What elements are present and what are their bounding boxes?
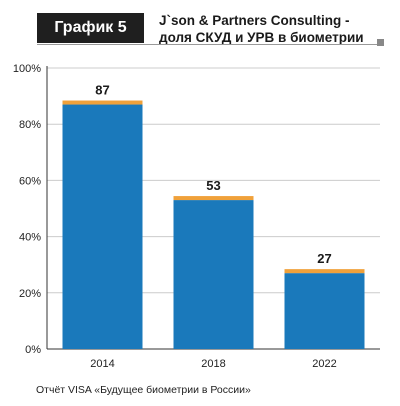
bar — [173, 200, 254, 349]
bar-data-label: 87 — [95, 83, 109, 98]
bar — [62, 104, 143, 349]
bar-cap — [62, 100, 143, 105]
y-tick-label: 80% — [19, 119, 41, 131]
header-divider — [37, 44, 380, 45]
chart-title: J`son & Partners Consulting - доля СКУД … — [159, 12, 364, 46]
y-tick-label: 60% — [19, 175, 41, 187]
bar-data-label: 53 — [206, 178, 220, 193]
chart-title-line-2: доля СКУД и УРВ в биометрии — [159, 30, 364, 45]
bar-cap — [284, 269, 365, 274]
y-tick-label: 40% — [19, 232, 41, 244]
corner-square-marker — [377, 39, 384, 46]
x-tick-label: 2022 — [312, 358, 336, 370]
y-tick-label: 20% — [19, 288, 41, 300]
x-tick-label: 2018 — [201, 358, 225, 370]
x-tick-label: 2014 — [90, 358, 114, 370]
chart-number-badge: График 5 — [37, 13, 144, 43]
bar — [284, 273, 365, 349]
bar-data-label: 27 — [317, 251, 331, 266]
chart-title-line-1: J`son & Partners Consulting - — [159, 13, 350, 28]
y-tick-label: 0% — [25, 344, 41, 356]
source-note: Отчёт VISA «Будущее биометрии в России» — [36, 384, 251, 396]
bar-cap — [173, 196, 254, 201]
y-tick-label: 100% — [13, 63, 41, 75]
